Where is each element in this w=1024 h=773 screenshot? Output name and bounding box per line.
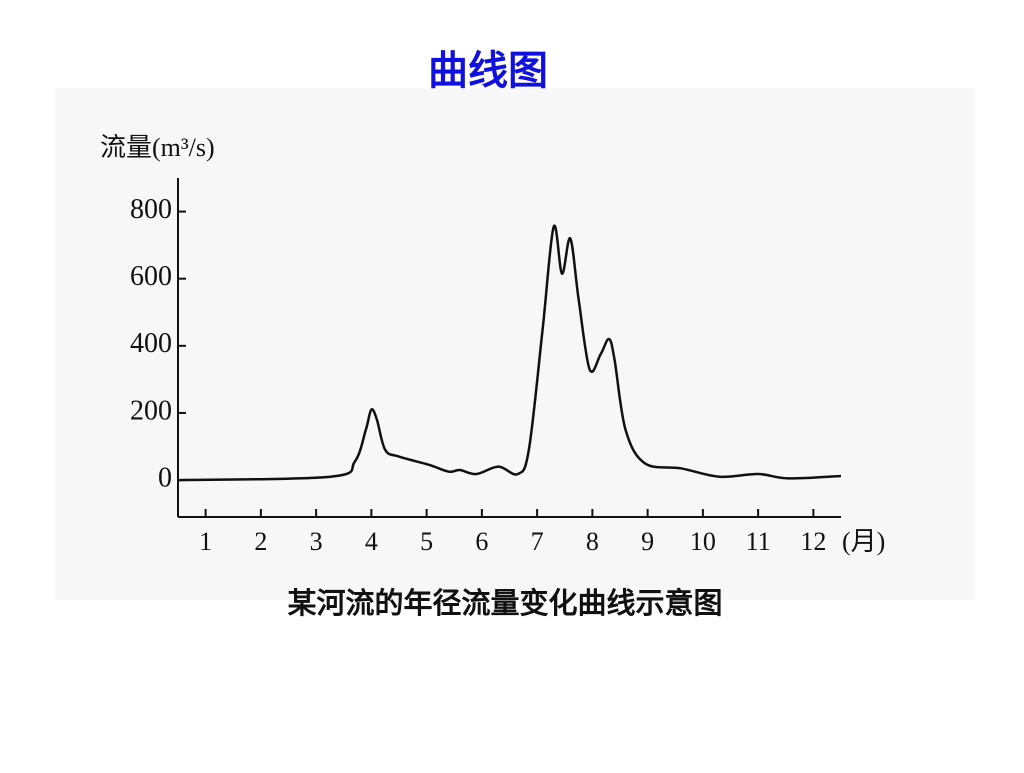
x-tick-label: 11: [746, 527, 771, 556]
chart-caption: 某河流的年径流量变化曲线示意图: [287, 586, 722, 620]
y-tick-label: 400: [130, 328, 172, 359]
x-tick-label: 12: [800, 527, 826, 556]
x-tick-label: 3: [310, 527, 323, 556]
y-tick-label: 800: [130, 194, 172, 225]
x-tick-label: 5: [420, 527, 433, 556]
y-tick-label: 200: [130, 395, 172, 426]
scan-background: [55, 88, 975, 600]
x-tick-label: 6: [475, 527, 488, 556]
y-tick-label: 600: [130, 261, 172, 292]
x-tick-label: 2: [254, 527, 267, 556]
x-tick-label: 4: [365, 527, 378, 556]
x-tick-label: 1: [199, 527, 212, 556]
x-axis-label: (月): [842, 527, 885, 556]
flow-line: [177, 224, 842, 482]
x-tick-label: 10: [690, 527, 716, 556]
y-axis-label: 流量(m³/s): [100, 133, 215, 162]
x-tick-label: 7: [531, 527, 544, 556]
slide-title: 曲线图: [428, 48, 548, 94]
x-tick-label: 8: [586, 527, 599, 556]
y-tick-label: 0: [158, 463, 172, 494]
x-tick-label: 9: [641, 527, 654, 556]
